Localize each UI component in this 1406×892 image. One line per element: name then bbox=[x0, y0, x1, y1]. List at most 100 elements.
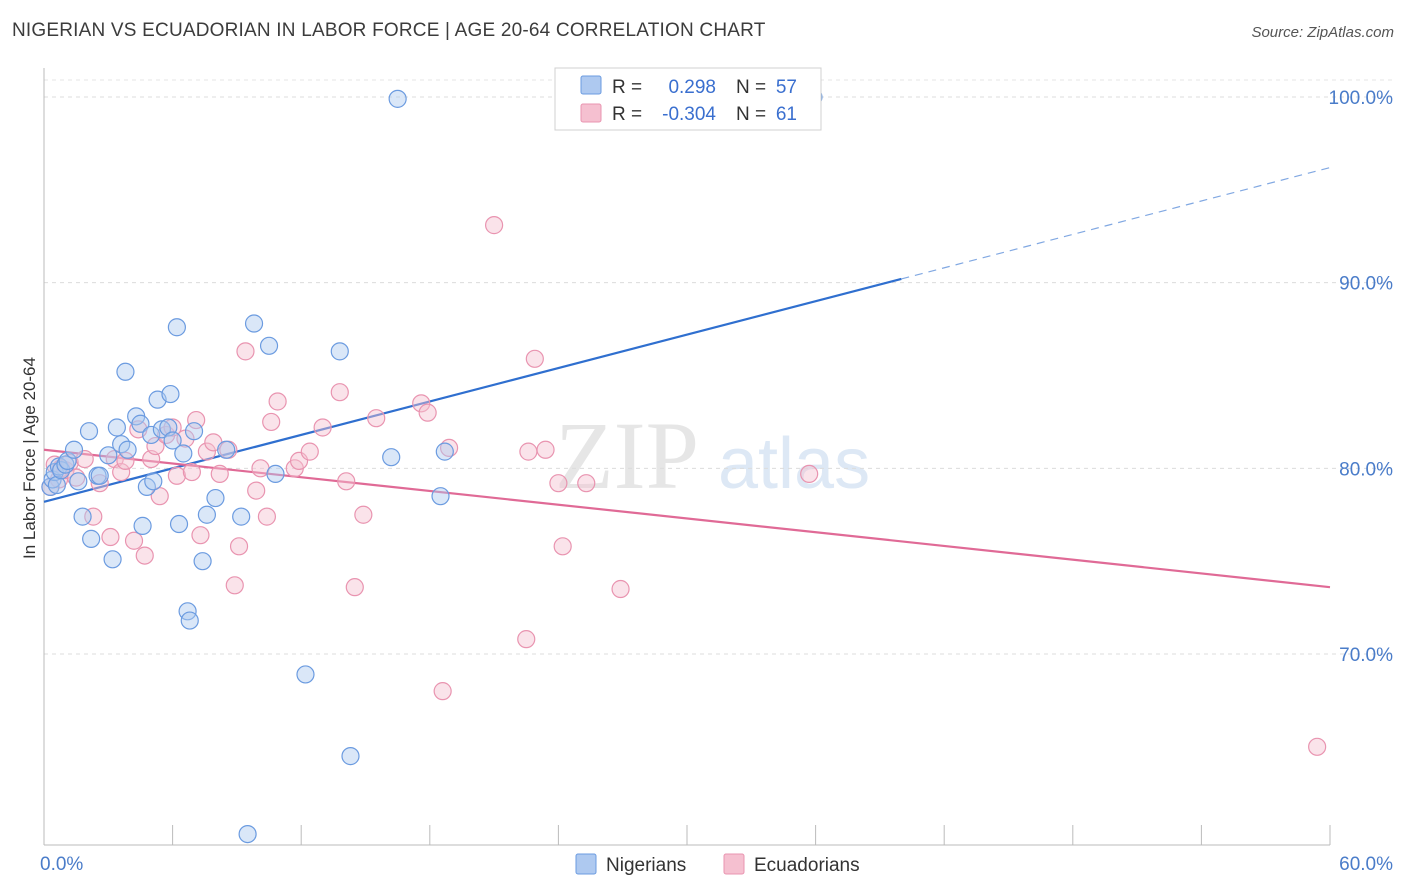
y-tick-label: 70.0% bbox=[1339, 645, 1393, 666]
point-ecuadorian bbox=[517, 630, 536, 649]
point-ecuadorian bbox=[236, 342, 255, 361]
point-nigerian bbox=[266, 464, 285, 484]
point-ecuadorian bbox=[536, 440, 555, 459]
point-nigerian bbox=[341, 747, 360, 766]
watermark-atlas: atlas bbox=[718, 424, 870, 504]
point-nigerian bbox=[382, 448, 401, 467]
bottom-legend-swatch-ecuadorians bbox=[723, 853, 745, 875]
point-ecuadorian bbox=[268, 392, 287, 411]
point-nigerian bbox=[133, 516, 152, 535]
point-nigerian bbox=[244, 314, 264, 333]
point-ecuadorian bbox=[187, 410, 206, 430]
point-ecuadorian bbox=[611, 579, 630, 599]
point-ecuadorian bbox=[182, 462, 201, 482]
point-nigerian bbox=[259, 336, 279, 355]
point-nigerian bbox=[232, 507, 251, 526]
y-tick-label: 80.0% bbox=[1339, 459, 1393, 480]
point-ecuadorian bbox=[90, 474, 109, 493]
legend-swatch-nigerians bbox=[580, 75, 602, 95]
point-ecuadorian bbox=[84, 507, 103, 526]
correlation-legend: R = 0.298 N = 57 R = -0.304 N = 61 bbox=[554, 67, 822, 131]
legend-r-value-2: -0.304 bbox=[662, 104, 716, 125]
point-ecuadorian bbox=[197, 442, 216, 461]
watermark-zip: ZIP bbox=[555, 402, 699, 509]
trend-line-ecuadorians bbox=[43, 448, 1331, 589]
point-nigerian bbox=[107, 418, 126, 437]
point-nigerian bbox=[99, 446, 118, 465]
point-nigerian bbox=[330, 342, 349, 361]
point-ecuadorian bbox=[553, 537, 572, 556]
point-nigerian bbox=[144, 472, 163, 491]
point-ecuadorian bbox=[549, 474, 568, 493]
bottom-legend-ecuadorians: Ecuadorians bbox=[754, 855, 860, 876]
data-points bbox=[41, 87, 1327, 844]
point-nigerian bbox=[79, 422, 99, 441]
y-axis-label: In Labor Force | Age 20-64 bbox=[20, 357, 39, 559]
y-tick-label: 90.0% bbox=[1339, 274, 1393, 295]
point-nigerian bbox=[90, 466, 109, 485]
legend-n-value-2: 61 bbox=[776, 104, 797, 125]
point-ecuadorian bbox=[225, 576, 244, 595]
tick-labels: 70.0% 80.0% 90.0% 100.0% 0.0% 60.0% bbox=[40, 88, 1393, 875]
point-nigerian bbox=[73, 507, 92, 526]
point-ecuadorian bbox=[354, 505, 373, 524]
series-legend: Nigerians Ecuadorians bbox=[575, 853, 860, 876]
point-ecuadorian bbox=[101, 527, 120, 547]
legend-n-label-2: N = bbox=[736, 104, 766, 125]
point-ecuadorian bbox=[191, 526, 210, 545]
point-ecuadorian bbox=[485, 216, 504, 235]
point-nigerian bbox=[180, 611, 199, 630]
point-nigerian bbox=[435, 442, 454, 461]
point-ecuadorian bbox=[300, 442, 319, 461]
point-nigerian bbox=[193, 552, 212, 571]
point-nigerian bbox=[47, 475, 66, 495]
legend-r-value-1: 0.298 bbox=[668, 77, 716, 98]
bottom-legend-nigerians: Nigerians bbox=[606, 855, 686, 876]
point-nigerian bbox=[163, 431, 182, 450]
point-nigerian bbox=[82, 529, 101, 548]
point-nigerian bbox=[388, 89, 407, 108]
point-nigerian bbox=[169, 514, 189, 534]
point-nigerian bbox=[131, 414, 150, 433]
x-tick-label-min: 0.0% bbox=[40, 854, 83, 875]
point-ecuadorian bbox=[337, 472, 356, 491]
point-nigerian bbox=[64, 440, 84, 459]
point-ecuadorian bbox=[262, 412, 281, 432]
watermark: ZIP atlas bbox=[555, 402, 870, 509]
point-nigerian bbox=[118, 440, 137, 459]
legend-n-label-1: N = bbox=[736, 77, 766, 98]
point-nigerian bbox=[41, 477, 60, 496]
point-ecuadorian bbox=[345, 578, 364, 597]
point-nigerian bbox=[103, 550, 122, 569]
trend-line-nigerians-extension bbox=[901, 166, 1331, 280]
point-ecuadorian bbox=[135, 546, 154, 565]
point-ecuadorian bbox=[247, 481, 266, 500]
point-nigerian bbox=[161, 384, 180, 404]
point-ecuadorian bbox=[577, 474, 596, 493]
point-ecuadorian bbox=[210, 464, 229, 484]
point-nigerian bbox=[206, 488, 225, 508]
point-nigerian bbox=[296, 665, 315, 684]
legend-r-label-1: R = bbox=[612, 77, 642, 98]
point-ecuadorian bbox=[313, 418, 332, 437]
point-nigerian bbox=[116, 362, 135, 381]
point-ecuadorian bbox=[412, 394, 431, 413]
point-ecuadorian bbox=[124, 531, 144, 550]
point-nigerian bbox=[167, 318, 186, 337]
point-ecuadorian bbox=[229, 537, 249, 556]
point-ecuadorian bbox=[167, 466, 186, 485]
point-nigerian bbox=[152, 420, 171, 439]
point-nigerian bbox=[217, 440, 236, 459]
legend-n-value-1: 57 bbox=[776, 77, 797, 98]
point-ecuadorian bbox=[330, 383, 349, 402]
point-ecuadorian bbox=[257, 507, 277, 526]
point-ecuadorian bbox=[1308, 737, 1327, 756]
point-nigerian bbox=[174, 444, 193, 463]
point-nigerian bbox=[142, 425, 161, 445]
point-ecuadorian bbox=[800, 464, 819, 484]
axes bbox=[43, 68, 1331, 846]
point-ecuadorian bbox=[367, 409, 386, 428]
point-ecuadorian bbox=[112, 462, 131, 482]
point-nigerian bbox=[238, 824, 257, 844]
